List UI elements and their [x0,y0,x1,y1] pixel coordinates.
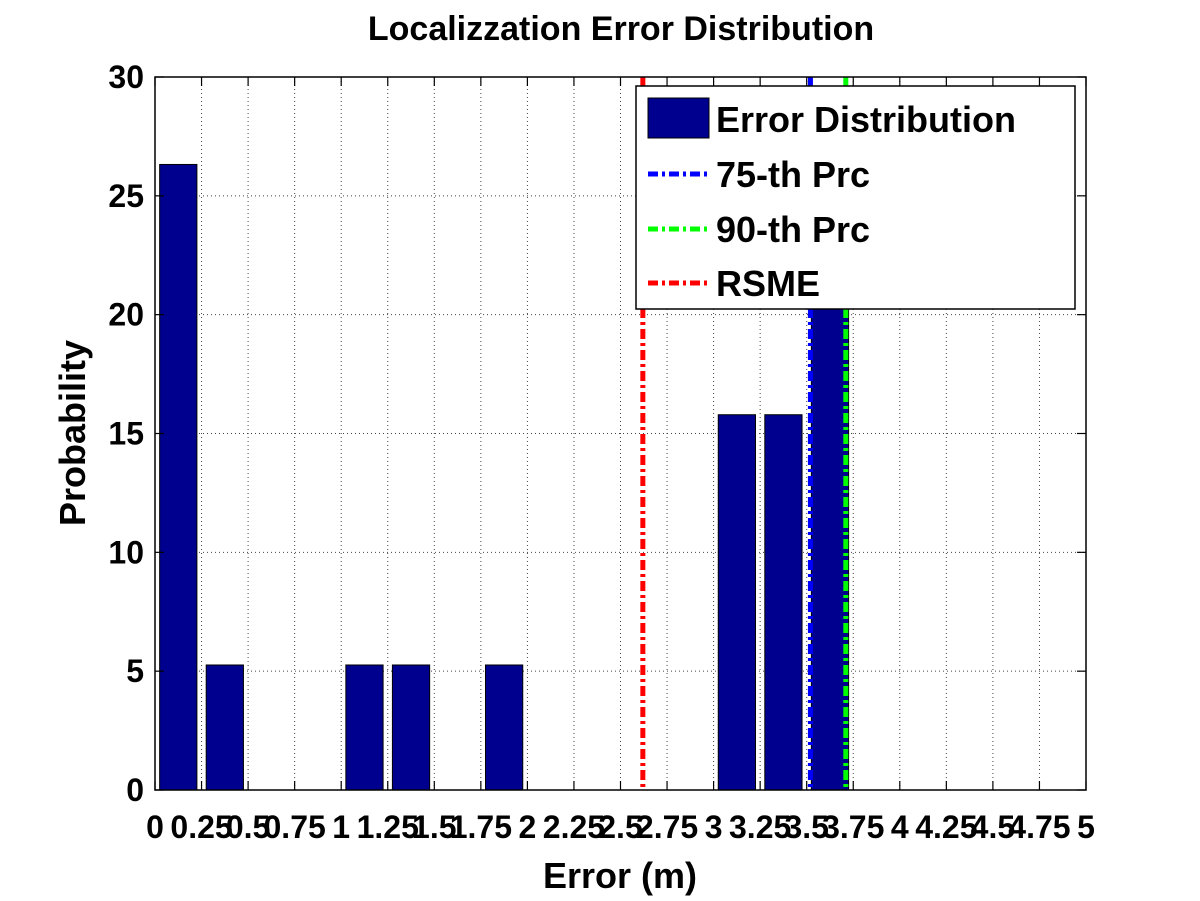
legend-label-error-distribution: Error Distribution [716,99,1016,140]
y-tick-label: 0 [126,772,144,808]
bar [717,414,756,791]
x-tick-label: 1.5 [412,809,456,845]
chart-title: Localizzation Error Distribution [368,10,874,48]
legend-label-90th: 90-th Prc [716,209,870,250]
grid [155,77,1086,790]
x-tick-label: 5 [1077,809,1095,845]
x-tick-label: 4.75 [1008,809,1070,845]
x-tick-label: 2.75 [636,809,698,845]
x-tick-label: 0.75 [264,809,326,845]
y-axis-label: Probability [52,340,93,526]
bar [159,163,198,791]
x-tick-label: 0 [146,809,164,845]
x-tick-label: 1 [332,809,350,845]
x-tick-labels: 0 0.250.50.75 1 1.251.51.75 2 2.252.52.75 3 3.2… [146,809,1095,845]
x-tick-label: 3.75 [822,809,884,845]
reference-lines [640,77,849,790]
y-tick-label: 15 [108,416,144,452]
x-tick-label: 3 [705,809,723,845]
bar [764,414,803,791]
x-tick-label: 0.25 [170,809,232,845]
bar [345,664,384,791]
x-tick-label: 4.5 [971,809,1015,845]
y-tick-label: 20 [108,297,144,333]
x-tick-label: 3.5 [784,809,828,845]
x-tick-label: 3.25 [729,809,791,845]
x-tick-label: 4.25 [915,809,977,845]
bar [205,664,244,791]
legend-label-rsme: RSME [716,263,820,304]
x-tick-label: 2 [519,809,537,845]
legend: Error Distribution 75-th Prc 90-th Prc R… [635,85,1076,310]
x-axis-label: Error (m) [543,855,697,896]
x-tick-label: 2.25 [543,809,605,845]
x-tick-label: 1.75 [450,809,512,845]
y-tick-label: 25 [108,178,144,214]
y-tick-labels: 0 5 10 15 20 25 30 [108,59,144,808]
x-tick-label: 4 [891,809,909,845]
legend-label-75th: 75-th Prc [716,154,870,195]
y-tick-label: 30 [108,59,144,95]
y-tick-label: 10 [108,534,144,570]
axis-ticks [154,76,1087,791]
x-tick-label: 1.25 [357,809,419,845]
x-tick-label: 2.5 [598,809,642,845]
bar [391,664,431,791]
legend-swatch-error-distribution [647,97,710,139]
y-tick-label: 5 [126,653,144,689]
x-tick-label: 0.5 [226,809,270,845]
bar [485,664,524,791]
